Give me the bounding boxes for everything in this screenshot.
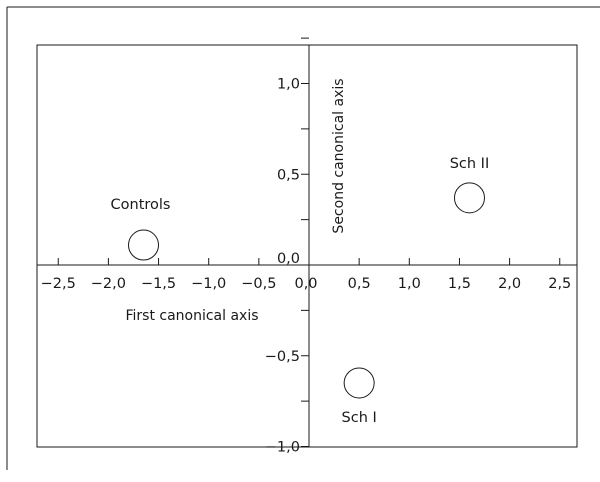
y-tick-label: 0,5: [277, 167, 300, 183]
plot-area-frame: [36, 44, 578, 448]
y-tick-label: 0,0: [277, 251, 300, 267]
group-label: Sch I: [342, 410, 377, 426]
y-tick-label: −1,0: [265, 440, 300, 456]
group-centroid-marker: [453, 182, 485, 214]
x-tick-label: 0,5: [348, 276, 371, 292]
group-centroid-marker: [128, 229, 160, 261]
x-tick-label: −2,0: [91, 276, 126, 292]
group-label: Controls: [111, 197, 171, 213]
x-tick-label: 2,0: [498, 276, 521, 292]
x-tick-label: 1,5: [448, 276, 471, 292]
group-centroid-marker: [343, 367, 375, 399]
x-tick-label: 0,0: [294, 276, 317, 292]
x-tick-label: −1,5: [141, 276, 176, 292]
points-layer: Controls Sch I Sch II: [111, 156, 490, 426]
x-tick-label: −2,5: [41, 276, 76, 292]
axes-layer: [37, 45, 577, 447]
y-tick-label: 1,0: [277, 77, 300, 93]
x-axis-title: First canonical axis: [125, 308, 258, 324]
x-tick-label: 2,5: [548, 276, 571, 292]
tick-layer: −2,5 −2,0 −1,5 −1,0 −0,5 0,0 0,5 1,0 1,5 2,0 2,5−1…: [41, 37, 571, 456]
y-axis-title: Second canonical axis: [331, 78, 347, 233]
x-tick-label: −1,0: [191, 276, 226, 292]
group-label: Sch II: [450, 156, 490, 172]
x-tick-label: −0,5: [241, 276, 276, 292]
x-tick-label: 1,0: [398, 276, 421, 292]
y-tick-label: −0,5: [265, 349, 300, 365]
